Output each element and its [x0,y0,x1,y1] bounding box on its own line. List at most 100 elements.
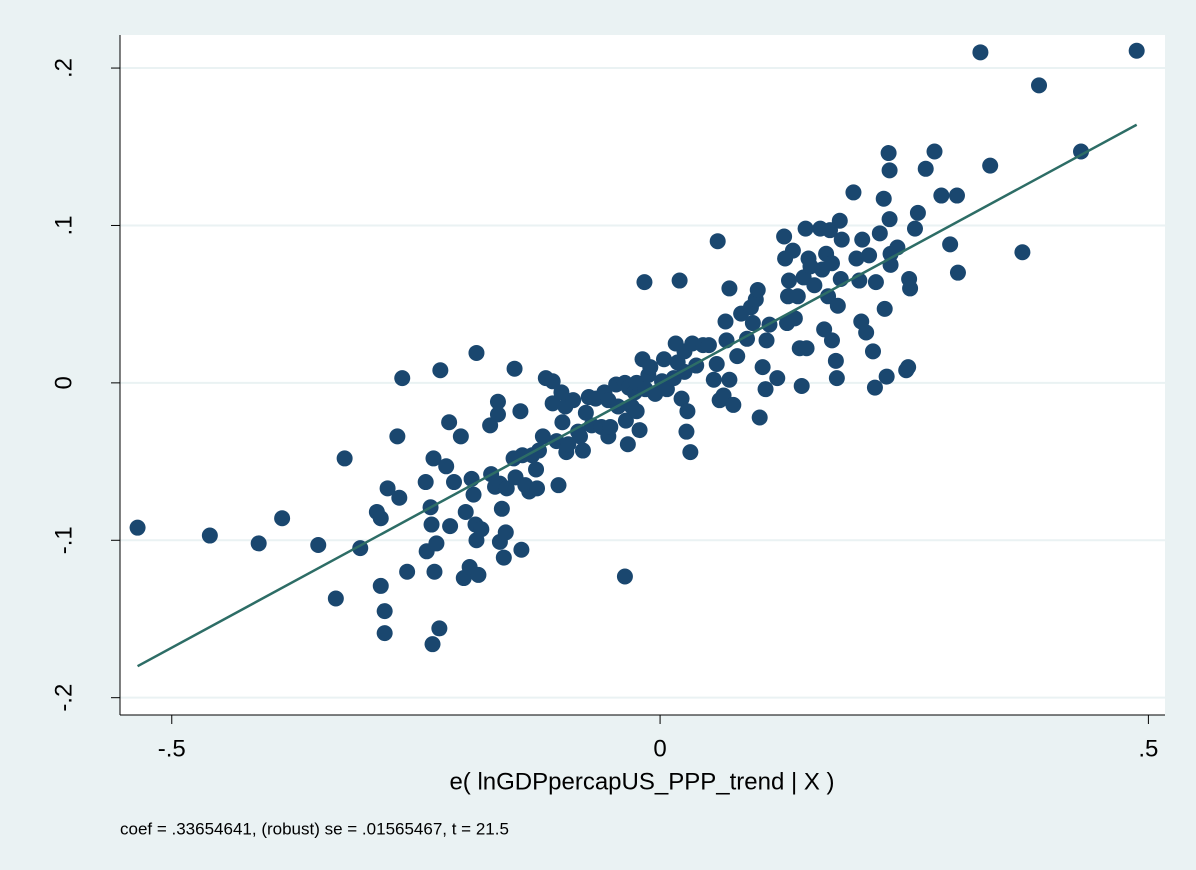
point [423,516,440,533]
point [498,480,515,497]
point [428,535,445,552]
point [798,340,815,357]
point [560,436,577,453]
y-tick-label: .1 [50,215,77,235]
point [848,250,865,267]
point [457,503,474,520]
point [274,510,291,527]
point [465,486,482,503]
point [749,282,766,298]
y-tick-label: -.2 [50,684,77,712]
point [871,225,888,242]
point [776,228,793,245]
point [673,390,690,407]
point [379,480,396,497]
point [858,324,875,341]
point [972,44,989,61]
y-tick-label: .2 [50,58,77,78]
point [513,541,530,558]
point [529,480,546,497]
point [310,537,327,553]
point [829,297,846,314]
point [823,255,840,272]
point [1128,42,1145,59]
point [493,500,510,517]
point [372,510,389,527]
point [565,392,582,409]
point [544,373,561,390]
point [786,310,803,327]
point [828,370,845,387]
point [489,393,506,410]
point [468,344,485,361]
point [636,274,653,291]
point [497,524,514,541]
point [729,348,746,365]
fit-line [136,123,1138,668]
point [754,359,771,376]
point [577,404,594,421]
point [489,406,506,423]
point [553,384,570,401]
point [881,211,898,228]
point [438,458,455,475]
point [470,566,487,583]
point [129,519,146,536]
point [917,160,934,177]
point [751,409,768,426]
point [867,274,884,291]
point [784,242,801,259]
point [864,343,881,360]
point [616,568,633,585]
point [717,313,734,330]
note: coef = .33654641, (robust) se = .0156546… [120,819,509,838]
point [452,428,469,445]
point [441,414,458,431]
point [906,220,923,237]
x-tick-label: .5 [1138,735,1158,762]
point [473,521,490,538]
point [446,474,463,491]
point [431,620,448,637]
point [426,563,443,580]
x-axis-title: e( lnGDPpercapUS_PPP_trend | X ) [449,768,834,795]
point [982,157,999,174]
point [679,403,696,420]
point [900,359,917,376]
point [875,190,892,207]
point [721,280,738,297]
point [389,428,406,445]
point [933,187,950,204]
point [394,370,411,387]
point [948,187,965,204]
point [1014,244,1031,261]
point [769,370,786,387]
point [512,403,529,420]
point [376,603,393,620]
point [823,332,840,349]
point [574,442,591,459]
point [602,418,619,435]
point [336,450,353,467]
point [757,381,774,398]
point [708,355,725,372]
point [619,436,636,453]
point [201,527,218,544]
point [617,412,634,429]
point [372,577,389,594]
point [789,288,806,305]
point [571,428,588,445]
point [391,489,408,506]
point [506,360,523,377]
point [806,277,823,294]
point [1031,77,1048,94]
point [1073,143,1090,160]
point [425,450,442,467]
point [909,204,926,221]
y-tick-label: 0 [50,376,77,389]
point [705,371,722,388]
point [655,351,672,368]
point [926,143,943,160]
point [417,474,434,491]
